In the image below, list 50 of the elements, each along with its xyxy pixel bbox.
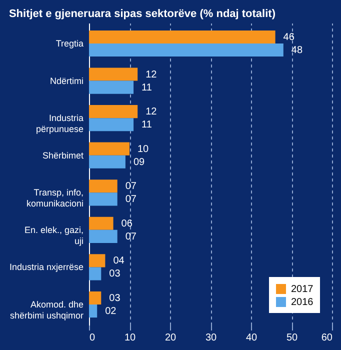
y-tick-label: Transp, info, komunikacioni [26,188,84,209]
bar [89,80,134,94]
bar [89,230,118,243]
bar [89,291,102,304]
data-label: 02 [105,306,117,318]
x-tick-label: 40 [246,332,258,344]
data-label: 48 [291,45,303,56]
bar [89,155,126,168]
y-tick-label: Tregtia [56,38,84,49]
y-tick-label: Shërbimet [42,150,84,160]
data-label: 46 [283,32,295,43]
data-label: 07 [125,231,137,242]
legend-label: 2016 [291,297,314,308]
x-tick-label: 50 [286,332,298,344]
bar [89,105,138,118]
x-tick-label: 60 [321,332,333,344]
y-tick-label: Akomod. dhe shërbimi ushqimor [10,299,84,320]
y-tick-label: Industria përpunuese [36,113,84,134]
data-label: 07 [125,181,137,192]
x-tick-label: 0 [90,332,96,344]
data-label: 07 [125,194,137,206]
data-label: 03 [109,268,121,280]
data-label: 04 [113,256,125,267]
data-label: 11 [142,120,152,131]
bar [89,254,106,268]
bar [89,216,114,230]
y-tick-label: Industria nxjerrëse [9,262,84,272]
bar [89,44,284,57]
x-tick-label: 30 [205,332,217,344]
chart-title: Shitjet e gjeneruara sipas sektorëve (% ndaj totalit) [8,8,276,20]
bar [89,180,118,193]
bar [89,118,134,132]
bar [89,304,98,318]
x-tick-label: 20 [164,332,176,344]
legend-label: 2017 [291,284,314,295]
bar [89,30,276,44]
data-label: 10 [138,144,150,155]
data-label: 11 [142,82,152,94]
x-tick-label: 10 [124,332,136,344]
data-label: 12 [146,106,158,118]
data-label: 09 [133,156,146,168]
data-label: 12 [146,69,158,80]
data-label: 03 [109,292,121,304]
y-tick-label: Ndërtimi [50,76,84,86]
bar [89,142,130,156]
bar [89,267,102,280]
data-label: 06 [121,218,133,230]
bar [89,192,118,206]
y-tick-label: En. elek., gazi, uji [24,224,84,246]
bar [89,68,138,81]
